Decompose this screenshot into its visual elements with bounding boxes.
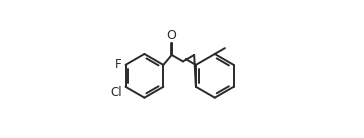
- Text: Cl: Cl: [111, 86, 122, 99]
- Text: O: O: [166, 29, 176, 42]
- Text: F: F: [115, 58, 121, 71]
